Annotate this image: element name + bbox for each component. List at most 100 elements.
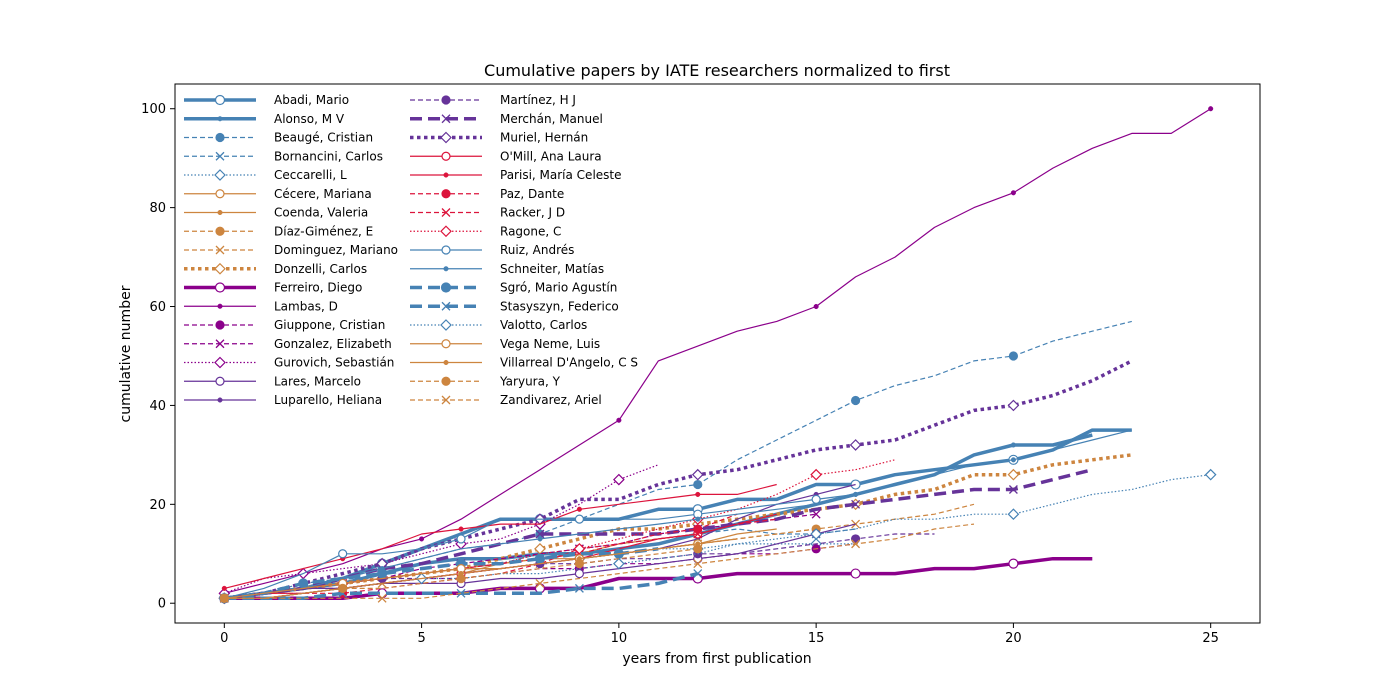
data-point-lambas-d (616, 417, 622, 423)
data-point-lambas-d (419, 536, 425, 542)
legend-label: Ragone, C (500, 224, 561, 238)
legend-label: Schneiter, Matías (500, 262, 604, 276)
legend-marker (215, 245, 225, 255)
legend-label: Lares, Marcelo (274, 374, 361, 388)
data-point-lambas-d (813, 303, 819, 310)
legend-entry-villarreal-d-angelo-c-s: Villarreal D'Angelo, C S (410, 356, 638, 370)
legend-entry-ferreiro-diego: Ferreiro, Diego (184, 281, 362, 295)
legend-entry-vega-neme-luis: Vega Neme, Luis (410, 337, 600, 351)
data-point-yaryura-y (338, 583, 348, 593)
legend-marker (217, 209, 223, 216)
legend-marker (441, 208, 451, 217)
data-point-sgro-mario-agustin (534, 553, 546, 564)
series-schneiter-matias (221, 429, 1132, 601)
legend-entry-zandivarez-ariel: Zandivarez, Ariel (410, 393, 602, 407)
legend-marker (215, 132, 225, 143)
legend-entry-beauge-cristian: Beaugé, Cristian (184, 131, 373, 145)
legend-marker (441, 376, 451, 386)
series-yaryura-y (219, 544, 703, 603)
y-tick-label: 60 (149, 300, 166, 315)
data-point-zandivarez-ariel (693, 559, 703, 569)
data-point-ferreiro-diego (534, 583, 546, 594)
legend-entry-abadi-mario: Abadi, Mario (184, 93, 349, 107)
legend-label: Dominguez, Mariano (274, 243, 398, 257)
data-point-valotto-carlos (1204, 468, 1217, 481)
legend-label: Sgró, Mario Agustín (500, 281, 617, 295)
data-point-valotto-carlos (613, 557, 625, 570)
legend-label: Alonso, M V (274, 112, 345, 126)
legend-marker (440, 131, 452, 144)
legend-label: Gurovich, Sebastián (274, 356, 394, 370)
data-point-valotto-carlos (810, 528, 822, 540)
legend-marker (441, 114, 451, 124)
legend-entry-coenda-valeria: Coenda, Valeria (184, 206, 368, 220)
data-point-muriel-hernan (691, 468, 704, 481)
legend-entry-martinez-h-j: Martínez, H J (410, 93, 576, 107)
data-point-sgro-mario-agustin (298, 578, 309, 589)
legend-label: Yaryura, Y (499, 374, 561, 388)
data-point-beauge-cristian (693, 479, 703, 490)
legend-marker (217, 303, 223, 309)
y-tick-label: 0 (158, 597, 166, 612)
data-point-schneiter-matias (853, 491, 859, 497)
data-point-zandivarez-ariel (535, 578, 545, 588)
data-point-yaryura-y (574, 559, 585, 569)
legend-marker (441, 301, 451, 311)
legend-entry-luparello-heliana: Luparello, Heliana (184, 393, 382, 407)
data-point-zandivarez-ariel (851, 539, 861, 549)
data-point-ruiz-andres (338, 549, 348, 559)
legend-entry-gurovich-sebastian: Gurovich, Sebastián (184, 356, 394, 370)
legend-entry-schneiter-matias: Schneiter, Matías (410, 262, 604, 276)
legend-entry-donzelli-carlos: Donzelli, Carlos (184, 262, 367, 276)
y-tick-label: 40 (149, 399, 166, 414)
data-point-valotto-carlos (1007, 508, 1020, 521)
legend-label: Stasyszyn, Federico (500, 299, 619, 313)
data-point-ferreiro-diego (850, 568, 861, 579)
y-axis-title: cumulative number (118, 285, 134, 422)
legend-entry-o-mill-ana-laura: O'Mill, Ana Laura (410, 149, 602, 163)
legend-label: O'Mill, Ana Laura (500, 149, 602, 163)
series-stasyszyn-federico (219, 569, 703, 603)
data-point-stasyszyn-federico (456, 588, 466, 598)
data-point-ferreiro-diego (1008, 558, 1019, 569)
legend-label: Abadi, Mario (274, 93, 349, 107)
data-point-schneiter-matias (1010, 457, 1016, 463)
series-line-sgro-mario-agustin (224, 547, 659, 601)
legend-label: Valotto, Carlos (500, 318, 587, 332)
legend-marker (215, 226, 225, 236)
chart-title: Cumulative papers by IATE researchers no… (484, 61, 950, 80)
legend-label: Gonzalez, Elizabeth (274, 337, 392, 351)
data-point-schneiter-matias (537, 536, 543, 542)
legend-label: Beaugé, Cristian (274, 131, 373, 145)
legend-entry-diaz-gimenez-e: Díaz-Giménez, E (184, 224, 373, 238)
x-tick-label: 25 (1202, 631, 1219, 646)
data-point-parisi-maria-celeste (576, 506, 582, 512)
legend-entry-cecere-mariana: Cécere, Mariana (184, 187, 372, 201)
legend-label: Villarreal D'Angelo, C S (500, 356, 638, 370)
legend-marker (215, 151, 225, 161)
legend-marker (215, 320, 225, 330)
legend-label: Martínez, H J (500, 93, 576, 107)
legend-marker (217, 116, 223, 122)
data-point-stasyszyn-federico (693, 569, 703, 579)
legend-label: Giuppone, Cristian (274, 318, 385, 332)
legend-label: Zandivarez, Ariel (500, 393, 602, 407)
x-axis-title: years from first publication (622, 651, 811, 667)
legend-marker (443, 359, 449, 366)
data-point-ruiz-andres (811, 494, 821, 504)
data-point-merchan-manuel (535, 529, 545, 539)
legend-label: Bornancini, Carlos (274, 149, 383, 163)
legend-marker (443, 172, 449, 178)
legend-entry-ruiz-andres: Ruiz, Andrés (410, 243, 574, 257)
y-tick-label: 20 (149, 498, 166, 513)
legend-entry-stasyszyn-federico: Stasyszyn, Federico (410, 299, 619, 313)
data-point-ruiz-andres (456, 534, 466, 544)
data-point-zandivarez-ariel (219, 593, 229, 603)
legend-marker (441, 245, 451, 255)
data-point-yaryura-y (456, 573, 466, 584)
legend-marker (440, 319, 452, 331)
series-line-parisi-maria-celeste (224, 483, 777, 589)
legend-marker (214, 169, 226, 181)
legend-label: Parisi, María Celeste (500, 168, 622, 182)
